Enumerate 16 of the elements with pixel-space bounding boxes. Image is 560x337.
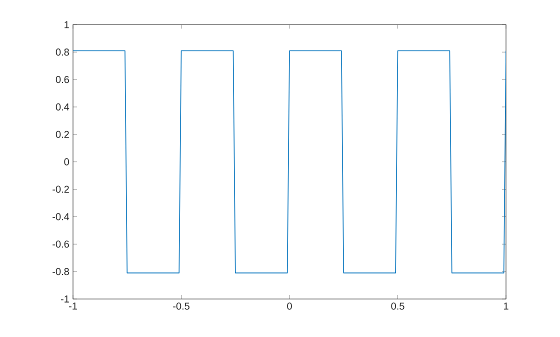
- y-tick-label: 0.8: [56, 48, 69, 56]
- y-tick-label: -0.6: [52, 240, 69, 248]
- x-tick-label: -0.5: [173, 302, 190, 310]
- y-tick-label: -0.4: [52, 213, 70, 220]
- y-tick-label: -0.2: [52, 186, 69, 193]
- y-tick-label: -1: [60, 296, 69, 302]
- y-tick-label: 0: [64, 158, 70, 166]
- y-tick-label: 0.4: [56, 103, 70, 111]
- y-tick-label: 1: [64, 21, 69, 28]
- x-tick-label: 0: [287, 302, 292, 310]
- y-tick-label: 0.6: [56, 76, 69, 84]
- y-tick-label: -0.8: [52, 268, 69, 276]
- x-tick-label: 0.5: [391, 302, 404, 310]
- x-tick-label: -1: [69, 302, 77, 310]
- y-tick-label: 0.2: [56, 130, 69, 138]
- x-tick-label: 1: [504, 302, 508, 310]
